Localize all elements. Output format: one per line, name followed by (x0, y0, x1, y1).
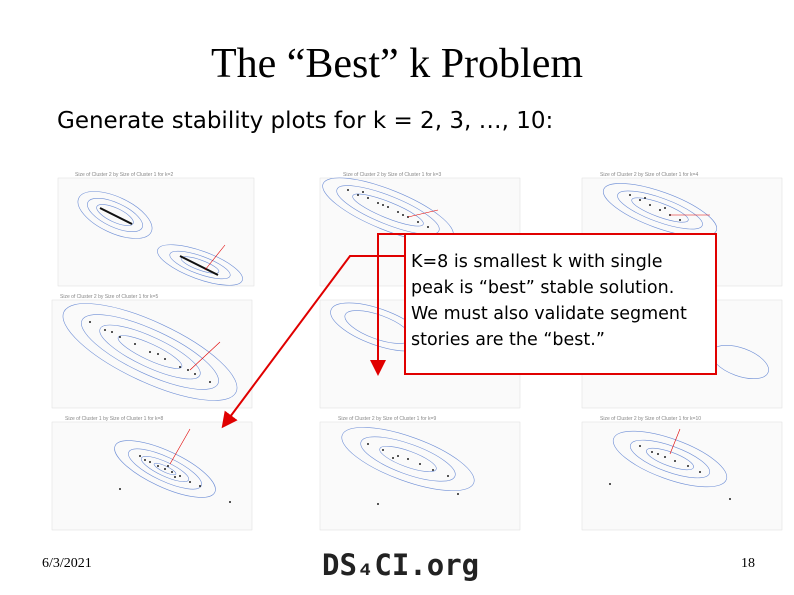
svg-text:Size of Cluster 2 by Size of C: Size of Cluster 2 by Size of Cluster 1 f… (338, 416, 436, 422)
svg-text:Size of Cluster 2 by Size of C: Size of Cluster 2 by Size of Cluster 1 f… (600, 416, 701, 422)
callout-line-1: K=8 is smallest k with single (411, 252, 663, 272)
callout-box: K=8 is smallest k with single peak is “b… (404, 233, 717, 375)
callout-line-2: peak is “best” stable solution. (411, 278, 675, 298)
stability-plot-k5: Size of Cluster 2 by Size of Cluster 1 f… (40, 292, 256, 414)
svg-text:Size of Cluster 1 by Size of C: Size of Cluster 1 by Size of Cluster 1 f… (65, 416, 163, 422)
arrow-to-k7 (370, 233, 404, 376)
slide-title: The “Best” k Problem (210, 41, 584, 87)
page-number: 18 (741, 556, 755, 571)
callout-line-4: stories are the “best.” (411, 330, 605, 350)
stability-plot-k8: Size of Cluster 1 by Size of Cluster 1 f… (40, 414, 256, 536)
stability-plot-k9: Size of Cluster 2 by Size of Cluster 1 f… (308, 414, 524, 536)
footer-date: 6/3/2021 (42, 556, 92, 571)
footer-brand-logo: DS₄CI.org (322, 548, 480, 582)
stability-plot-k2: Size of Cluster 2 by Size of Cluster 1 f… (40, 170, 256, 292)
svg-text:Size of Cluster 2 by Size of C: Size of Cluster 2 by Size of Cluster 1 f… (60, 294, 158, 300)
callout-line-3: We must also validate segment (411, 304, 687, 324)
slide-subtitle: Generate stability plots for k = 2, 3, …… (57, 108, 554, 134)
stability-plot-k10: Size of Cluster 2 by Size of Cluster 1 f… (570, 414, 786, 536)
arrow-to-k8 (221, 255, 404, 429)
svg-text:Size of Cluster 2 by Size of C: Size of Cluster 2 by Size of Cluster 1 f… (75, 172, 173, 178)
svg-text:Size of Cluster 2 by Size of C: Size of Cluster 2 by Size of Cluster 1 f… (600, 172, 698, 178)
svg-text:Size of Cluster 2 by Size of C: Size of Cluster 2 by Size of Cluster 1 f… (343, 172, 441, 178)
